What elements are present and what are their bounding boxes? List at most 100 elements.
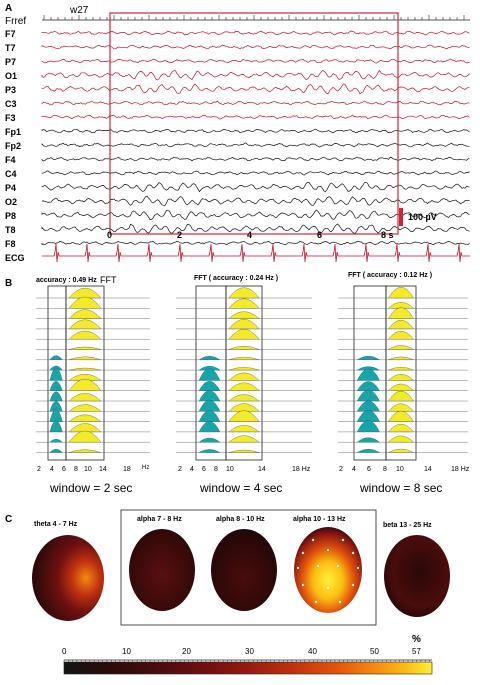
colorbar xyxy=(63,661,433,675)
alpha-peak xyxy=(228,425,260,433)
freq-tick: 14 xyxy=(99,466,107,473)
freq-tick: 2 xyxy=(37,466,41,473)
time-ruler-ticks xyxy=(43,15,465,20)
theta-peak xyxy=(49,367,63,381)
alpha-peak xyxy=(68,423,102,433)
theta-peak xyxy=(49,448,63,453)
channel-label: F8 xyxy=(5,239,16,249)
alpha-10-13-head-map xyxy=(294,527,362,613)
freq-tick: 10 xyxy=(396,466,404,473)
panel-b-label: B xyxy=(5,278,12,289)
ecg-trace xyxy=(42,243,470,263)
analysis-window-box xyxy=(109,12,399,235)
alpha-maps-frame xyxy=(120,509,377,626)
alpha-band-box xyxy=(65,285,105,461)
electrode-dot xyxy=(301,583,305,587)
freq-tick: 4 xyxy=(352,466,356,473)
alpha-peak xyxy=(68,296,102,309)
electrode-dot xyxy=(301,551,305,555)
colorbar-tick-label: 40 xyxy=(308,647,317,656)
alpha-peak xyxy=(228,449,260,453)
theta-peak xyxy=(356,400,380,412)
channel-label: O2 xyxy=(5,197,17,207)
alpha-peak xyxy=(68,319,102,330)
theta-peak xyxy=(49,380,63,391)
freq-tick: 8 xyxy=(383,466,387,473)
alpha-peak xyxy=(228,311,260,319)
theta-peak xyxy=(356,381,380,391)
colorbar-ticks: 0 10 20 30 40 50 57 xyxy=(62,647,421,656)
map-title: theta 4 - 7 Hz xyxy=(34,521,78,528)
theta-peak xyxy=(198,437,221,443)
alpha-band-box xyxy=(385,285,417,461)
panel-a-label: A xyxy=(5,3,12,14)
theta-peak xyxy=(356,368,380,381)
colorbar-tick-label: 0 xyxy=(62,647,67,656)
electrode-dot xyxy=(314,600,318,604)
alpha-peak xyxy=(388,356,414,360)
alpha-peak xyxy=(228,403,260,412)
theta-peak xyxy=(356,448,381,453)
channel-label: F3 xyxy=(5,113,16,123)
amplitude-scale-bar xyxy=(399,208,403,226)
alpha-peak xyxy=(68,378,102,391)
colorbar-tick-label: 30 xyxy=(245,647,254,656)
alpha-peak xyxy=(388,331,414,340)
theta-peak xyxy=(198,410,221,422)
window-label: window = 2 sec xyxy=(49,481,132,495)
freq-tick: 18 Hz xyxy=(451,466,470,473)
alpha-peak xyxy=(68,287,102,299)
alpha-peak xyxy=(388,410,414,422)
amplitude-scale-label: 100 µV xyxy=(408,212,437,222)
eeg-trace xyxy=(41,182,470,193)
alpha-peak xyxy=(228,346,260,350)
alpha-peak xyxy=(228,382,260,391)
channel-label: F4 xyxy=(5,155,16,165)
eeg-trace xyxy=(41,100,470,106)
theta-peak xyxy=(356,437,381,443)
spectra-x-axis: 2 4 6 8 10 14 18 Hz 2 4 6 8 10 14 18 Hz … xyxy=(37,465,470,473)
electrode-dot xyxy=(338,600,342,604)
reference-label: Frref xyxy=(5,16,26,27)
map-title: alpha 10 - 13 Hz xyxy=(293,516,346,523)
alpha-peak xyxy=(388,367,414,371)
trial-label: w27 xyxy=(69,5,89,16)
theta-peak xyxy=(49,355,63,360)
alpha-peak xyxy=(228,356,260,360)
electrode-dot xyxy=(326,586,330,590)
alpha-peak xyxy=(228,367,260,371)
electrode-dot xyxy=(326,548,330,552)
freq-tick: 8 xyxy=(74,466,78,473)
alpha-peak xyxy=(228,298,260,309)
freq-tick: 8 xyxy=(214,466,218,473)
freq-tick: 2 xyxy=(178,466,182,473)
channel-label: P4 xyxy=(5,183,16,193)
freq-tick: 18 xyxy=(123,466,131,473)
ecg-label: ECG xyxy=(5,253,25,263)
theta-peak xyxy=(356,410,380,422)
alpha-peak xyxy=(68,449,102,453)
freq-tick: 6 xyxy=(367,466,371,473)
alpha-peak xyxy=(388,435,414,443)
alpha-peak xyxy=(68,393,102,402)
alpha-peak xyxy=(228,287,260,299)
channel-label: O1 xyxy=(5,71,17,81)
eeg-trace xyxy=(41,240,470,246)
eeg-trace xyxy=(41,58,470,64)
alpha-peak xyxy=(388,287,414,299)
theta-peak xyxy=(198,355,221,360)
theta-peak xyxy=(49,420,63,433)
alpha-band-box xyxy=(225,285,263,461)
time-tick-label: 2 xyxy=(177,230,182,240)
channel-label: P3 xyxy=(5,85,16,95)
alpha-8-10-head-map xyxy=(211,529,277,611)
eeg-trace xyxy=(41,142,470,148)
freq-tick: 18 Hz xyxy=(292,466,311,473)
theta-peak xyxy=(198,399,221,412)
theta-peak xyxy=(49,401,63,412)
alpha-peak xyxy=(228,319,260,330)
colorbar-tick-label: 50 xyxy=(370,647,379,656)
eeg-trace xyxy=(41,83,470,95)
alpha-peak xyxy=(68,414,102,422)
